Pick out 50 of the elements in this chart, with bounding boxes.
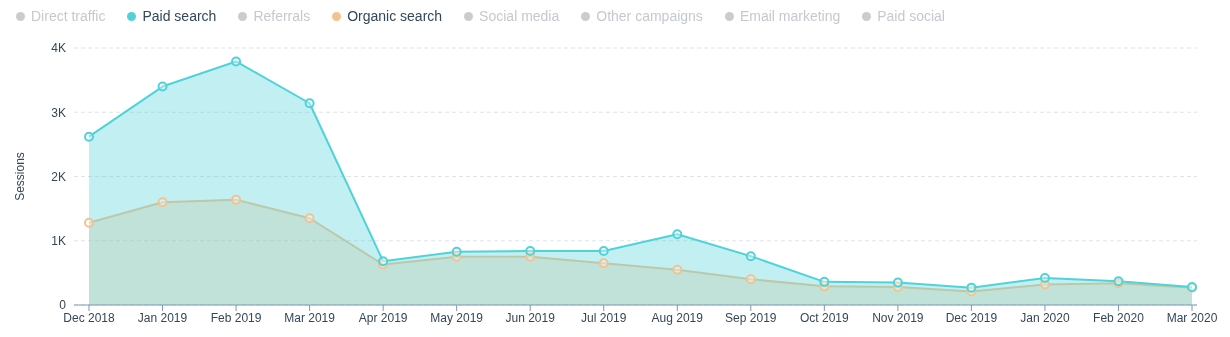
- point: [84, 131, 94, 142]
- legend-label: Referrals: [252, 8, 311, 24]
- point: [745, 251, 756, 262]
- legend-label: Direct traffic: [30, 8, 106, 24]
- legend-label: Paid search: [141, 8, 217, 24]
- point: [1039, 273, 1050, 284]
- x-tick-label: Nov 2019: [872, 310, 924, 325]
- x-tick-label: May 2019: [430, 310, 484, 325]
- point: [892, 277, 903, 288]
- x-tick-label: Feb 2020: [1093, 310, 1145, 325]
- x-tick-label: Dec 2018: [63, 310, 116, 325]
- point: [84, 217, 94, 228]
- point: [157, 81, 168, 92]
- point: [745, 274, 756, 285]
- y-tick-label: 4K: [51, 41, 66, 56]
- x-tick-label: Dec 2019: [945, 310, 998, 325]
- legend-label: Social media: [478, 8, 560, 24]
- y-tick-label: 1K: [51, 234, 66, 249]
- x-tick-label: Apr 2019: [358, 310, 408, 325]
- x-tick-label: Mar 2019: [284, 310, 336, 325]
- legend-label: Email marketing: [738, 8, 841, 24]
- y-axis-title: Sessions: [13, 152, 28, 201]
- point: [819, 276, 830, 287]
- legend-label: Organic search: [346, 8, 443, 24]
- point: [598, 258, 609, 269]
- legend-label: Paid social: [876, 8, 945, 24]
- point: [304, 213, 315, 224]
- x-tick-label: Feb 2019: [210, 310, 262, 325]
- x-tick-label: Sep 2019: [725, 310, 777, 325]
- y-tick-label: 2K: [51, 169, 66, 184]
- y-tick-label: 3K: [51, 105, 66, 120]
- legend-label: Other campaigns: [595, 8, 703, 24]
- x-tick-label: Jun 2019: [505, 310, 556, 325]
- point: [157, 197, 168, 208]
- point: [304, 98, 315, 109]
- x-tick-label: Mar 2020: [1166, 310, 1218, 325]
- point: [672, 264, 683, 275]
- x-tick-label: Jan 2019: [137, 310, 188, 325]
- point: [598, 246, 609, 257]
- point: [966, 282, 977, 293]
- point: [231, 194, 242, 205]
- x-tick-label: Jul 2019: [581, 310, 627, 325]
- point: [525, 246, 536, 257]
- x-tick-label: Oct 2019: [799, 310, 850, 325]
- point: [451, 246, 462, 257]
- x-tick-label: Jan 2020: [1020, 310, 1070, 325]
- y-tick-label: 0: [59, 298, 67, 313]
- point: [672, 229, 683, 240]
- x-tick-label: Aug 2019: [651, 310, 704, 325]
- point: [231, 56, 242, 67]
